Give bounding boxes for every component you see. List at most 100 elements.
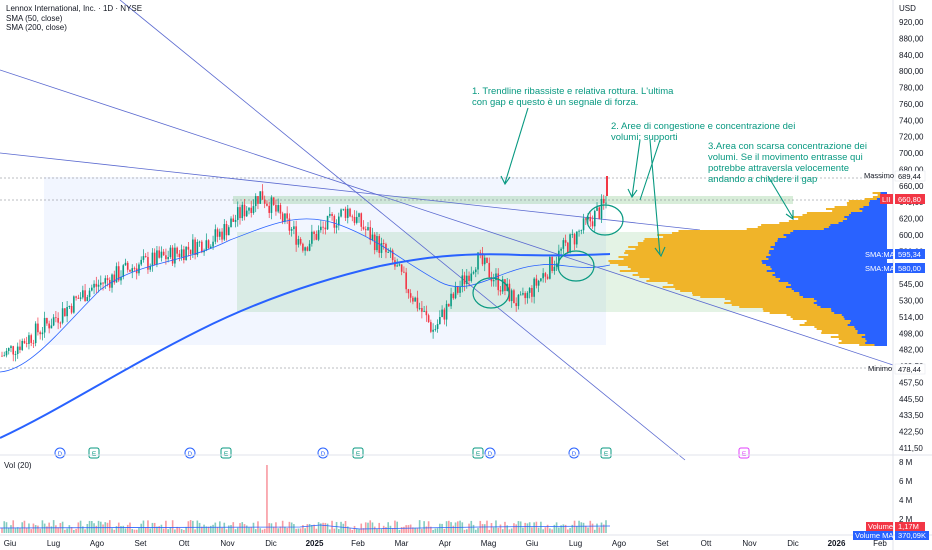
profile-bar [625,250,887,252]
volume-bar [576,526,578,533]
candle-body [519,294,522,296]
candle-body [537,280,540,286]
time-axis[interactable]: Giu Lug Ago Set Ott Nov Dic 2025 Feb Mar Apr Mag Giu… [4,539,888,548]
volume-bar [66,528,68,533]
candle-body [57,317,59,323]
volume-bar [102,524,104,533]
candle-body [569,234,571,253]
candle-body [221,231,223,240]
volume-bar [151,522,154,533]
profile-bar [792,318,887,320]
volume-bar [297,528,300,533]
sma-50-legend[interactable]: SMA (50, close) [6,14,63,23]
profile-bar [624,252,887,254]
candle-body [349,208,351,217]
profile-bar [628,254,887,256]
profile-bar [806,320,887,322]
annotation-gap[interactable]: 3.Area con scarsa concentrazione dei vol… [708,141,867,185]
volume-bar [329,529,331,533]
last-value: 660,80 [898,195,921,204]
profile-bar-core [854,326,887,328]
candle-body [28,335,30,344]
profile-bar-core [834,312,887,314]
profile-bar [678,230,887,232]
price-axis[interactable]: 920,00 880,00 840,00 800,00 780,00 760,00 740,… [899,18,924,453]
volume-bar [382,525,385,533]
candle-body [540,278,542,281]
volume-bar [463,529,466,533]
profile-bar [821,330,887,332]
time-tick: Ott [179,539,190,548]
candle-body [12,346,15,355]
sma-label-2: SMA:MA [865,264,895,273]
volume-tick: 4 M [899,496,913,505]
candle-body [293,226,295,230]
sma-200-legend[interactable]: SMA (200, close) [6,23,67,32]
candle-body [176,247,178,254]
candle-body [64,308,66,317]
volume-bar [126,524,129,533]
candle-body [165,255,167,260]
profile-bar-core [778,280,887,282]
candle-body [513,290,515,304]
candle-body [61,308,64,323]
profile-bar [788,220,887,222]
profile-bar [635,248,887,250]
candle-body [364,229,367,231]
candle-body [533,278,535,297]
sma-50-line [0,218,611,373]
candle-body [250,207,253,213]
profile-bar [673,284,887,286]
profile-bar-core [813,302,887,304]
candle-body [122,265,125,277]
profile-bar-core [828,226,887,228]
candle-body [140,259,143,265]
volume-bar [380,528,383,533]
profile-bar [692,292,887,294]
candle-body [153,252,156,265]
candle-body [10,346,12,349]
profile-bar [779,222,887,224]
price-tick: 680,00 [899,165,924,174]
volume-bar [360,523,363,533]
candle-body [187,246,190,250]
volume-bar [75,528,77,533]
profile-bar-core [847,218,887,220]
volume-bar [68,525,71,533]
volume-bar [113,529,116,533]
candle-body [593,210,596,227]
low-label: Minimo [868,364,892,373]
candle-body [1,355,3,357]
volume-bar [591,523,594,533]
volume-bar [540,521,542,533]
price-tick: 433,50 [899,411,924,420]
volume-bar [1,527,3,533]
profile-bar-core [770,266,887,268]
candle-body [124,262,127,266]
candle-body [212,241,214,247]
high-label: Massimo [864,171,894,180]
annotation-support[interactable]: 2. Aree di congestione e concentrazione … [611,121,796,143]
candle-body [275,204,277,212]
time-tick: Dic [787,539,799,548]
candle-body [290,229,293,231]
volume-bar [580,522,583,533]
candle-body [268,205,270,213]
price-tick: 457,50 [899,378,924,387]
volume-bar [64,529,66,533]
time-tick: Ago [612,539,627,548]
time-tick: Feb [873,539,887,548]
annotation-trendline[interactable]: 1. Trendline ribassiste e relativa rottu… [472,86,674,108]
candle-body [295,226,297,245]
candle-body [425,310,428,316]
volume-bar [510,528,513,533]
price-tick: 920,00 [899,18,924,27]
volume-bar [427,521,430,533]
candle-body [86,297,89,302]
symbol-title[interactable]: Lennox International, Inc. · 1D · NYSE [6,4,143,13]
candle-body [115,266,118,283]
candle-body [423,310,425,312]
volume-bar [396,521,398,533]
profile-bar [804,322,887,324]
